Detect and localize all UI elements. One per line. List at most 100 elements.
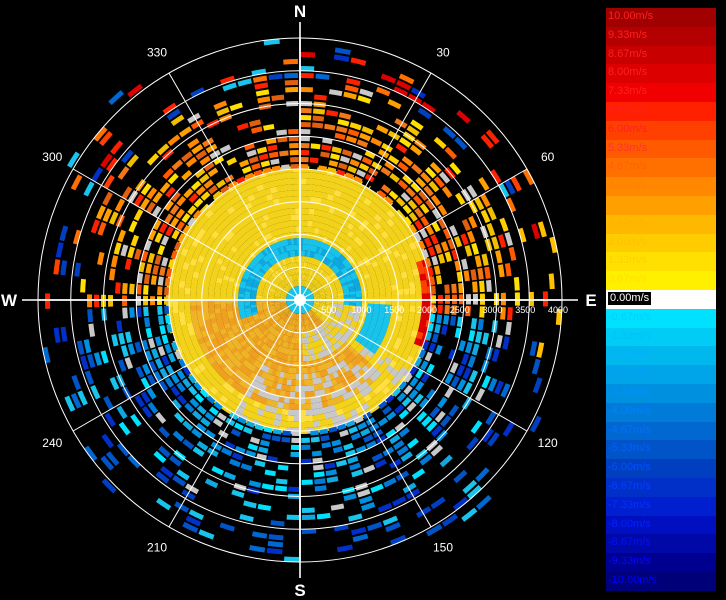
velocity-gate <box>178 286 185 294</box>
velocity-gate <box>323 328 330 335</box>
velocity-gate <box>193 344 202 353</box>
velocity-gate <box>461 258 469 270</box>
velocity-gate <box>315 333 320 341</box>
velocity-gate <box>302 244 307 251</box>
velocity-gate <box>183 188 194 199</box>
velocity-gate <box>349 294 356 298</box>
velocity-gate <box>371 452 384 462</box>
velocity-gate <box>324 341 331 349</box>
velocity-gate <box>336 307 344 312</box>
velocity-gate <box>263 226 271 235</box>
velocity-gate <box>402 482 417 494</box>
velocity-gate <box>329 410 338 418</box>
velocity-gate <box>276 317 282 323</box>
velocity-gate <box>277 464 289 471</box>
velocity-gate <box>336 348 343 356</box>
velocity-gate <box>306 269 310 276</box>
velocity-gate <box>377 465 391 475</box>
velocity-gate <box>343 220 351 229</box>
velocity-gate <box>384 313 391 320</box>
legend-swatch <box>606 553 716 572</box>
velocity-gate <box>242 359 250 367</box>
velocity-gate <box>344 172 355 180</box>
velocity-gate <box>101 478 117 494</box>
velocity-gate <box>236 122 249 131</box>
velocity-gate <box>265 353 272 361</box>
legend-row: 4.67m/s <box>606 158 718 178</box>
legend-row: 2.67m/s <box>606 214 718 234</box>
velocity-gate <box>338 319 345 326</box>
velocity-gate <box>268 303 275 307</box>
velocity-gate <box>237 325 245 331</box>
velocity-gate <box>466 436 479 451</box>
velocity-gate <box>279 450 290 457</box>
velocity-gate <box>282 233 288 241</box>
velocity-gate <box>279 312 286 318</box>
velocity-gate <box>341 325 349 331</box>
velocity-gate <box>470 318 478 330</box>
velocity-gate <box>290 444 300 450</box>
velocity-gate <box>284 251 289 259</box>
velocity-gate <box>279 333 285 341</box>
velocity-gate <box>159 266 166 277</box>
velocity-gate <box>300 157 309 163</box>
velocity-gate <box>312 122 324 129</box>
velocity-gate <box>315 371 321 379</box>
velocity-gate <box>303 361 308 368</box>
velocity-gate <box>363 238 372 247</box>
velocity-gate <box>456 378 467 392</box>
range-label: 3000 <box>482 305 502 315</box>
cardinal-label-e: E <box>585 291 596 310</box>
velocity-gate <box>191 276 199 284</box>
velocity-gate <box>362 256 370 264</box>
velocity-gate <box>397 294 404 301</box>
velocity-gate <box>277 318 283 324</box>
legend-label: 0.67m/s <box>608 273 648 286</box>
velocity-gate <box>250 271 257 278</box>
velocity-gate <box>358 162 370 172</box>
velocity-gate <box>104 224 113 238</box>
velocity-gate <box>258 313 266 318</box>
velocity-gate <box>416 411 428 422</box>
velocity-gate <box>202 294 209 300</box>
velocity-gate <box>341 282 348 287</box>
velocity-gate <box>305 190 312 197</box>
velocity-gate <box>199 341 208 350</box>
legend-label: -6.00m/s <box>608 461 651 474</box>
velocity-gate <box>245 285 252 290</box>
range-label: 500 <box>321 305 336 315</box>
velocity-gate <box>418 349 427 359</box>
velocity-gate <box>230 336 238 344</box>
velocity-gate <box>323 205 331 213</box>
velocity-gate <box>384 308 392 315</box>
velocity-gate <box>300 164 309 170</box>
velocity-gate <box>269 341 275 349</box>
velocity-gate <box>281 341 287 348</box>
velocity-gate <box>237 336 245 344</box>
velocity-gate <box>84 445 98 462</box>
velocity-gate <box>339 277 346 283</box>
velocity-gate <box>178 299 185 307</box>
velocity-gate <box>337 262 344 269</box>
velocity-gate <box>258 153 269 161</box>
velocity-gate <box>296 262 299 269</box>
velocity-gate <box>306 367 312 374</box>
velocity-gate <box>283 239 289 246</box>
velocity-gate <box>293 256 297 263</box>
velocity-gate <box>264 262 271 269</box>
velocity-gate <box>351 320 358 326</box>
velocity-gate <box>367 253 375 261</box>
velocity-gate <box>127 246 136 259</box>
velocity-gate <box>317 318 323 324</box>
velocity-gate <box>296 280 299 287</box>
velocity-gate <box>144 317 151 328</box>
velocity-gate <box>341 313 348 319</box>
velocity-gate <box>244 403 253 412</box>
velocity-gate <box>286 421 294 428</box>
velocity-gate <box>250 379 259 388</box>
velocity-gate <box>188 346 197 356</box>
velocity-gate <box>311 251 316 259</box>
velocity-gate <box>311 315 317 322</box>
velocity-gate <box>141 339 149 351</box>
velocity-gate <box>300 122 311 128</box>
